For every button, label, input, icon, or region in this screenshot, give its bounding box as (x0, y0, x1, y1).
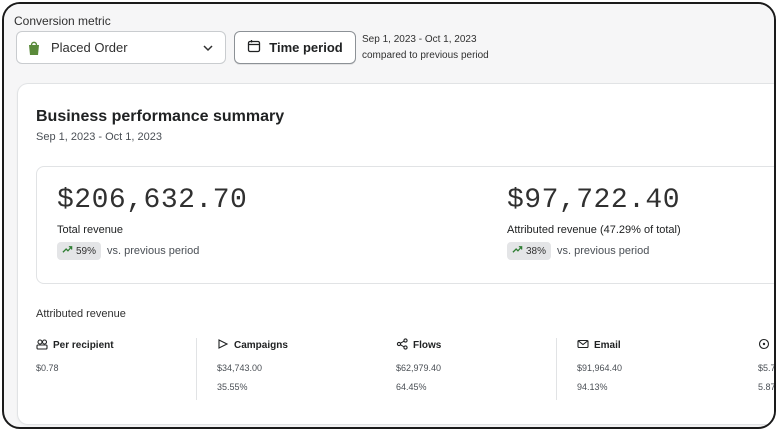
chevron-down-icon (201, 41, 215, 55)
metric-value: $62,979.40 (396, 363, 442, 373)
attributed-revenue-trend: 38% vs. previous period (507, 242, 681, 260)
metric-flows: Flows $62,979.40 64.45% (376, 338, 556, 400)
metric-label: Campaigns (234, 340, 288, 351)
metric-campaigns: Campaigns $34,743.00 35.55% (196, 338, 376, 400)
metric-sms: $5.7 5.87 (758, 338, 776, 400)
card-date-range: Sep 1, 2023 - Oct 1, 2023 (36, 131, 162, 143)
metric-value: $5.7 (758, 363, 776, 373)
conversion-metric-label: Conversion metric (14, 14, 111, 28)
metric-percent: 64.45% (396, 382, 427, 392)
trend-percent: 59% (76, 245, 97, 257)
selected-date-range: Sep 1, 2023 - Oct 1, 2023 (362, 34, 477, 45)
total-revenue-trend: 59% vs. previous period (57, 242, 247, 260)
metric-value: $34,743.00 (217, 363, 263, 373)
attributed-revenue-kpi: $97,722.40 Attributed revenue (47.29% of… (507, 167, 681, 260)
trend-badge: 59% (57, 242, 102, 260)
attributed-revenue-amount: $97,722.40 (507, 185, 681, 216)
trend-up-icon (62, 244, 73, 258)
comparison-text: compared to previous period (362, 50, 489, 61)
metric-value: $0.78 (36, 363, 59, 373)
trend-text: vs. previous period (557, 245, 650, 257)
metric-email: Email $91,964.40 94.13% (556, 338, 736, 400)
business-performance-card: Business performance summary Sep 1, 2023… (18, 84, 776, 424)
sms-icon (758, 338, 770, 353)
metric-percent: 35.55% (217, 382, 248, 392)
revenue-summary-panel: $206,632.70 Total revenue 59% vs. previo… (36, 166, 774, 284)
people-icon (36, 338, 48, 353)
email-icon (577, 338, 589, 353)
time-period-label: Time period (269, 40, 343, 55)
flow-icon (396, 338, 408, 353)
time-period-button[interactable]: Time period (234, 31, 356, 64)
megaphone-icon (217, 338, 229, 353)
calendar-icon (247, 39, 261, 56)
attributed-revenue-label: Attributed revenue (47.29% of total) (507, 224, 681, 236)
metric-percent: 5.87 (758, 382, 776, 392)
metric-label: Email (594, 340, 621, 351)
card-title: Business performance summary (36, 108, 285, 125)
filter-date-range: Sep 1, 2023 - Oct 1, 2023 compared to pr… (362, 32, 489, 64)
trend-percent: 38% (526, 245, 547, 257)
trend-up-icon (512, 244, 523, 258)
filter-bar: Conversion metric Placed Order (4, 4, 774, 78)
metric-value: $91,964.40 (577, 363, 623, 373)
trend-badge: 38% (507, 242, 552, 260)
shopify-bag-icon (27, 40, 41, 56)
metric-label: Per recipient (53, 340, 114, 351)
trend-text: vs. previous period (107, 245, 200, 257)
total-revenue-kpi: $206,632.70 Total revenue 59% vs. previo… (57, 167, 247, 260)
total-revenue-label: Total revenue (57, 224, 124, 236)
conversion-metric-select[interactable]: Placed Order (16, 31, 226, 64)
attributed-revenue-title: Attributed revenue (36, 308, 126, 320)
metric-percent: 94.13% (577, 382, 608, 392)
attributed-metrics-row: Per recipient $0.78 Campaigns $34,743.00… (36, 338, 776, 408)
total-revenue-amount: $206,632.70 (57, 185, 248, 216)
metric-label: Flows (413, 340, 442, 351)
conversion-metric-value: Placed Order (51, 40, 128, 55)
metric-per-recipient: Per recipient $0.78 (36, 338, 196, 400)
